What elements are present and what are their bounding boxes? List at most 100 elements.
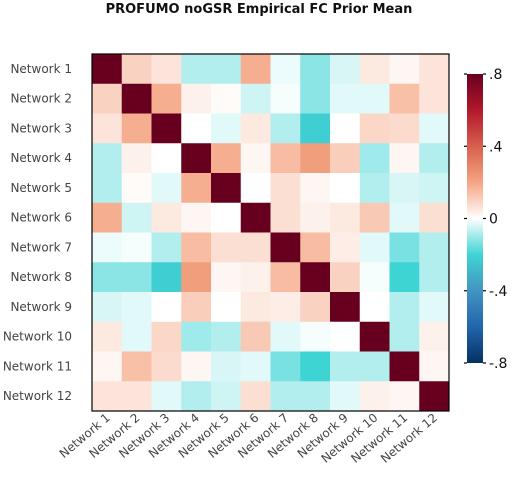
heatmap-cell [330,351,361,382]
heatmap-cell [240,232,271,263]
heatmap-cell [211,143,242,174]
heatmap-cell [211,83,242,114]
heatmap-cell [300,202,331,233]
heatmap-cell [300,321,331,352]
plot-border [91,53,450,412]
heatmap-cell [92,54,123,85]
heatmap-cell [330,54,361,85]
heatmap-cell [330,262,361,293]
heatmap-cell [92,143,123,174]
heatmap-cell [359,173,390,204]
heatmap-cell [121,113,152,144]
heatmap-cell [181,232,212,263]
heatmap-cell [211,262,242,293]
heatmap-cell [330,173,361,204]
heatmap-cell [181,262,212,293]
heatmap-cell [389,113,420,144]
heatmap-cell [151,113,182,144]
heatmap-cell [270,292,301,323]
heatmap-cell [151,262,182,293]
heatmap-cell [359,113,390,144]
y-tick-label: Network 12 [3,389,72,403]
heatmap-cell [359,262,390,293]
heatmap-cell [300,292,331,323]
y-tick-label: Network 1 [10,62,72,76]
heatmap-cell [240,143,271,174]
heatmap-cell [270,381,301,412]
y-tick-label: Network 4 [10,151,72,165]
heatmap-cell [330,143,361,174]
heatmap-cell [240,292,271,323]
heatmap-cell [181,54,212,85]
heatmap-cell [270,351,301,382]
heatmap-cell [151,232,182,263]
y-tick-label: Network 5 [10,181,72,195]
heatmap-cell [151,292,182,323]
y-tick-label: Network 8 [10,270,72,284]
heatmap-cell [240,202,271,233]
heatmap-cell [240,54,271,85]
heatmap-cell [330,202,361,233]
heatmap-cell [92,83,123,114]
heatmap-cell [92,173,123,204]
heatmap-cell [270,54,301,85]
heatmap-cell [270,143,301,174]
heatmap-cell [240,262,271,293]
heatmap-cell [151,202,182,233]
heatmap-cell [270,321,301,352]
heatmap-cell [389,202,420,233]
heatmap-cell [121,83,152,114]
heatmap-cell [151,351,182,382]
heatmap-cell [181,202,212,233]
heatmap-cell [389,321,420,352]
heatmap-cell [419,143,450,174]
heatmap-cell [270,202,301,233]
heatmap-cell [330,83,361,114]
y-tick-label: Network 9 [10,300,72,314]
heatmap-cell [121,232,152,263]
heatmap-cell [181,173,212,204]
heatmap-cell [211,292,242,323]
heatmap-cell [92,351,123,382]
heatmap-cell [211,232,242,263]
heatmap-cell [181,83,212,114]
heatmap-cell [181,321,212,352]
heatmap-cell [359,232,390,263]
y-tick-label: Network 2 [10,92,72,106]
heatmap-cell [359,202,390,233]
heatmap-cell [330,232,361,263]
heatmap-cell [359,292,390,323]
heatmap-cell [121,292,152,323]
heatmap-cell [359,351,390,382]
heatmap-cell [270,113,301,144]
heatmap-cell [389,381,420,412]
heatmap-cell [92,113,123,144]
heatmap-cell [419,321,450,352]
heatmap-cell [211,173,242,204]
y-tick-label: Network 3 [10,121,72,135]
heatmap-cell [240,321,271,352]
heatmap-cell [419,173,450,204]
heatmap-cell [359,143,390,174]
heatmap-cell [211,113,242,144]
heatmap-cell [121,381,152,412]
heatmap-cell [211,202,242,233]
heatmap-cell [419,232,450,263]
heatmap-cell [211,381,242,412]
heatmap-cell [92,262,123,293]
colorbar-tick-label: .8 [489,67,502,83]
heatmap-cell [121,321,152,352]
chart-title: PROFUMO noGSR Empirical FC Prior Mean [105,2,413,17]
heatmap-cell [419,54,450,85]
heatmap-cell [300,173,331,204]
heatmap-cell [121,262,152,293]
heatmap-cell [151,143,182,174]
heatmap-cell [92,381,123,412]
heatmap-cell [419,113,450,144]
heatmap-cell [151,54,182,85]
heatmap-cell [121,351,152,382]
heatmap-cell [389,54,420,85]
heatmap-cell [181,381,212,412]
heatmap-cell [419,83,450,114]
heatmap-cell [240,113,271,144]
